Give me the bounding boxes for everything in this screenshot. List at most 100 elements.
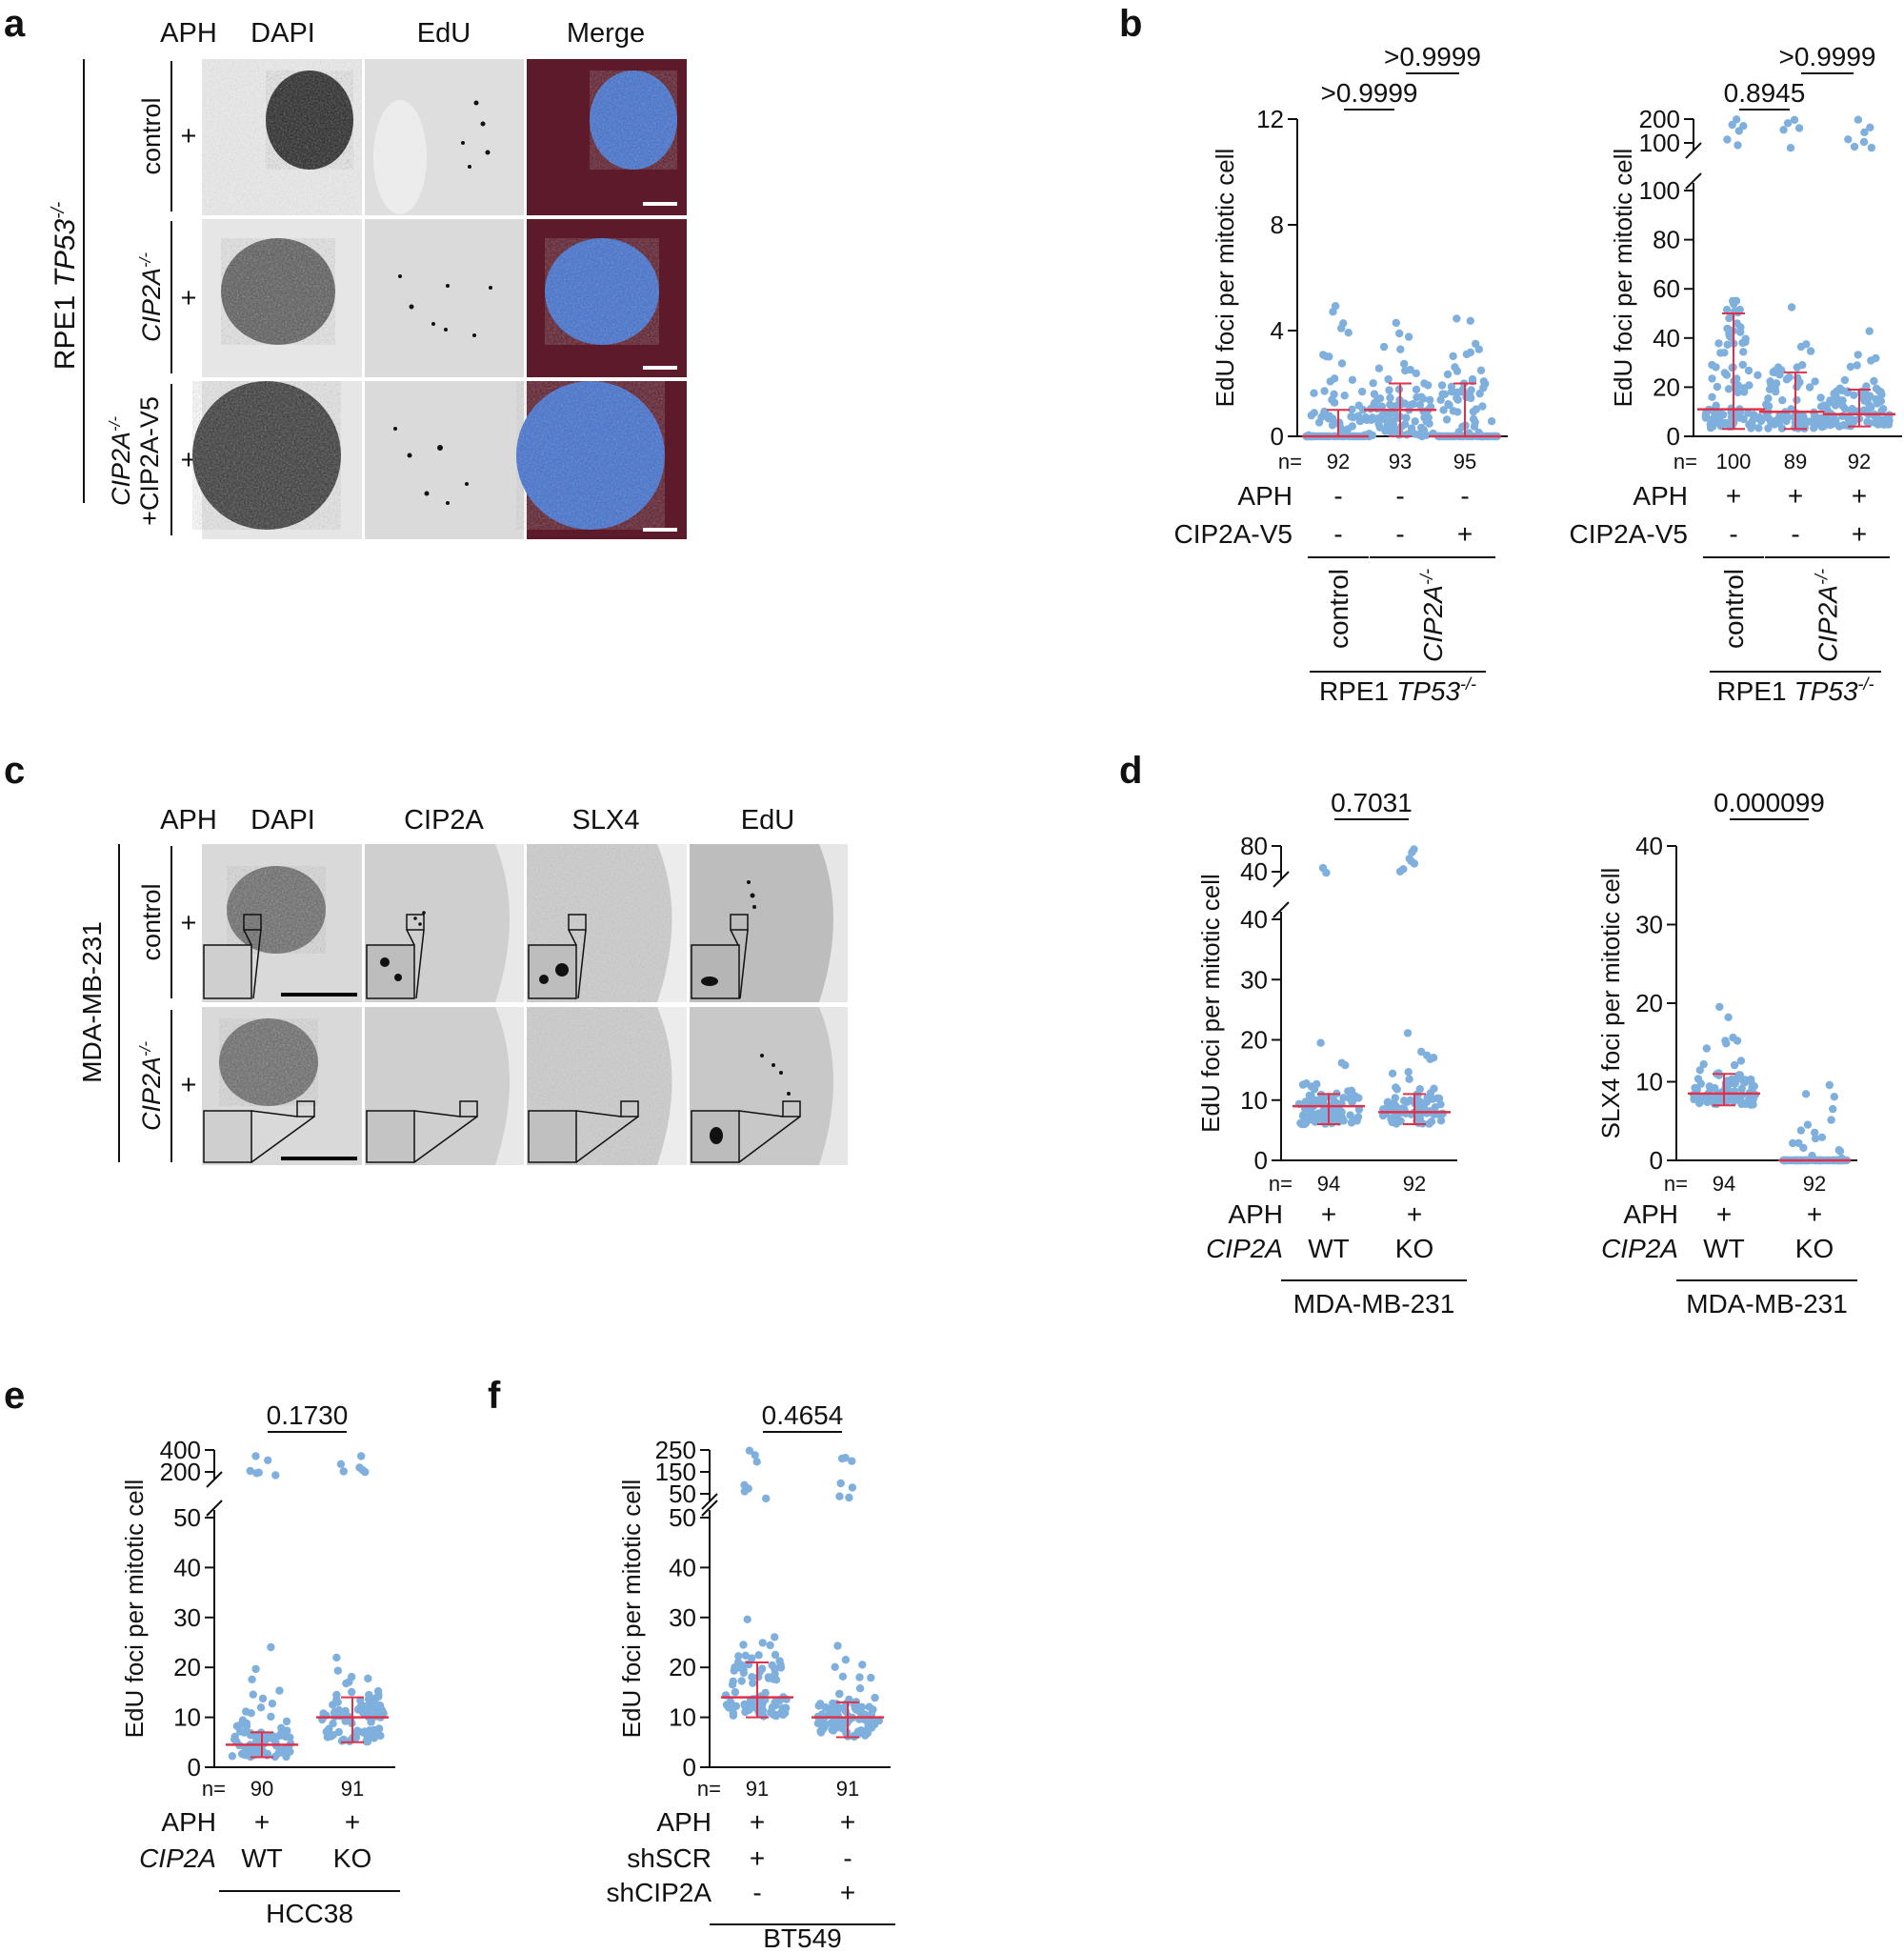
col-header-aph: APH [160,18,217,49]
col-header-aph: APH [160,805,217,836]
n-prefix: n= [202,1777,226,1801]
data-point [1826,421,1834,430]
data-point [1846,362,1855,372]
data-point [357,1701,366,1711]
data-point [1442,415,1452,424]
data-point [286,1739,295,1748]
data-point [336,1460,346,1469]
col-header-edu: EdU [417,18,471,49]
data-point [869,1705,877,1714]
data-point [1833,387,1841,395]
data-point [1732,296,1741,305]
data-point [246,1466,254,1476]
data-point [832,1700,841,1708]
data-point [1820,421,1829,431]
data-point [1798,412,1808,420]
y-tick-label: 0 [1667,422,1680,451]
data-point [1337,1108,1346,1117]
n-value: 89 [1784,450,1807,473]
data-point [1734,388,1742,397]
data-point [1854,115,1863,124]
data-point [758,1639,767,1647]
data-point [1720,369,1730,377]
data-point [1748,420,1756,430]
data-point [1467,386,1475,394]
data-point [238,1716,248,1724]
scale-bar [281,1157,357,1160]
data-point [831,1662,839,1672]
data-point [1879,405,1888,413]
data-point [764,1674,773,1682]
data-point [1358,387,1367,396]
data-point [1795,378,1804,387]
data-point [836,1479,845,1488]
aph-plus: + [181,283,197,313]
data-point [1803,1120,1813,1129]
y-tick-label: 30 [1635,911,1663,939]
data-point [739,1641,748,1649]
data-point [1713,382,1722,392]
data-point [835,1689,844,1699]
col-header-dapi: DAPI [251,18,315,49]
cell-line-label: RPE1 TP53-/- [49,202,81,370]
data-point [1337,324,1346,332]
data-point [1708,374,1716,383]
col-header-merge: Merge [567,18,645,49]
data-point [1879,415,1888,424]
row-value: KO [333,1843,371,1873]
data-point [1370,390,1379,398]
data-point [271,1734,279,1742]
data-point [1367,415,1375,425]
data-point [754,1651,763,1660]
data-point [242,1721,251,1731]
data-point [1754,371,1762,379]
data-point [833,1641,842,1650]
data-point [1754,414,1763,423]
row-value: - [1791,519,1799,549]
data-point [1695,1097,1705,1106]
data-point [1438,1109,1447,1118]
y-tick-label: 30 [173,1603,201,1632]
data-point [1466,316,1475,325]
data-point [1377,402,1387,411]
y-tick-label: 0 [1254,1146,1268,1175]
data-point [864,1721,872,1729]
data-point [1744,366,1754,375]
data-point [748,1654,756,1662]
genotype-label: control [1324,569,1353,649]
data-point [1406,365,1414,374]
chart-b-left: 0 4 8 12 EdU foci per mitotic cell 92 93 95 n= >0… [1174,42,1508,706]
data-point [1443,370,1453,379]
data-point [1379,342,1389,352]
row-value: + [1321,1199,1336,1229]
data-point [361,1467,370,1477]
data-point [1298,1080,1308,1089]
row-value: - [1460,481,1469,511]
row-value: WT [241,1843,283,1873]
data-point [1314,418,1324,427]
row-label: CIP2A [1206,1234,1283,1263]
data-point [1422,417,1431,426]
data-point [1720,349,1729,357]
data-point [1783,413,1793,421]
panel-label-d: d [1119,750,1142,792]
data-point [772,1676,781,1684]
image-edu-control [365,59,524,215]
p-value: >0.9999 [1779,42,1876,71]
y-tick-label: 60 [1653,274,1680,303]
data-point [1310,389,1318,397]
data-point [1353,1117,1361,1125]
y-tick-label: 150 [655,1458,696,1486]
data-point [1369,379,1377,388]
data-point [267,1642,275,1652]
data-point [1794,124,1804,132]
data-point [771,1650,780,1660]
row-label: shCIP2A [607,1878,712,1907]
axis-break-mark [1273,871,1290,888]
data-point [1405,1075,1413,1083]
data-point [268,1700,277,1708]
data-point [334,1705,343,1715]
